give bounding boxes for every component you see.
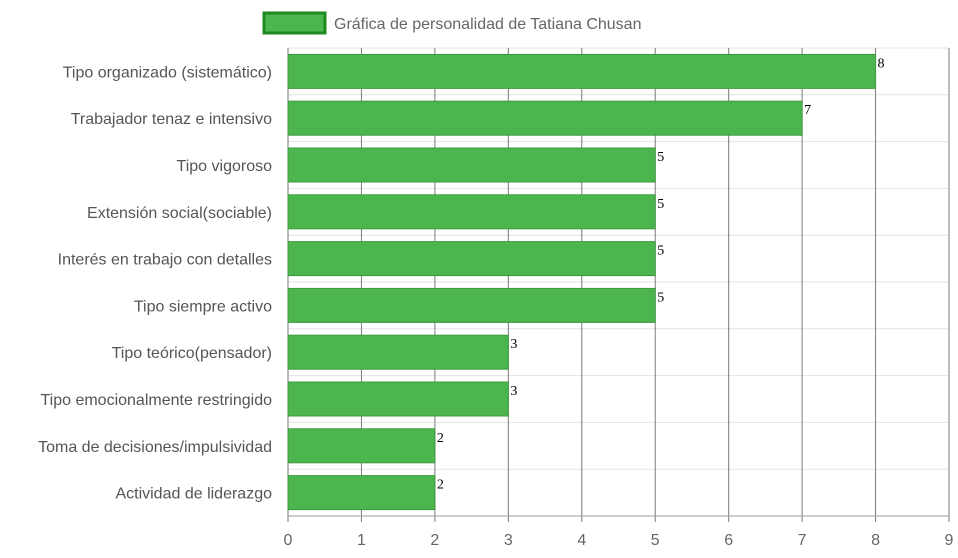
- category-label: Actividad de liderazgo: [115, 486, 272, 503]
- data-label: 3: [510, 337, 517, 352]
- data-label: 3: [510, 384, 517, 399]
- x-tick-label: 9: [945, 532, 954, 549]
- value-axis: 0 1 2 3 4 5 6 7 8 9: [284, 532, 954, 549]
- bar[interactable]: [287, 53, 877, 89]
- bar[interactable]: [287, 100, 803, 136]
- bar[interactable]: [287, 287, 656, 323]
- bar[interactable]: [287, 334, 509, 370]
- legend[interactable]: Gráfica de personalidad de Tatiana Chusa…: [262, 11, 641, 35]
- x-tick-label: 6: [724, 532, 733, 549]
- category-label: Tipo teórico(pensador): [112, 345, 272, 362]
- bars: [287, 53, 877, 511]
- category-label: Trabajador tenaz e intensivo: [71, 111, 272, 128]
- bar[interactable]: [287, 381, 509, 417]
- x-tick-label: 3: [504, 532, 513, 549]
- category-label: Tipo siempre activo: [134, 298, 272, 315]
- category-label: Extensión social(sociable): [87, 205, 272, 222]
- x-tick-label: 0: [284, 532, 293, 549]
- bar[interactable]: [287, 147, 656, 183]
- x-tick-label: 1: [357, 532, 366, 549]
- data-label: 8: [878, 56, 885, 71]
- bar[interactable]: [287, 428, 436, 464]
- data-label: 5: [657, 290, 664, 305]
- data-label: 5: [657, 197, 664, 212]
- x-tick-label: 7: [798, 532, 807, 549]
- x-tick-label: 5: [651, 532, 660, 549]
- legend-swatch[interactable]: [262, 11, 327, 35]
- bar[interactable]: [287, 241, 656, 277]
- data-label: 2: [437, 478, 444, 493]
- category-label: Tipo organizado (sistemático): [63, 64, 272, 81]
- category-label: Interés en trabajo con detalles: [58, 252, 272, 269]
- category-label: Tipo emocionalmente restringido: [40, 392, 272, 409]
- category-axis: Tipo organizado (sistemático) Trabajador …: [38, 64, 272, 502]
- data-label: 7: [804, 103, 811, 118]
- x-tick-label: 8: [871, 532, 880, 549]
- x-tick-label: 2: [430, 532, 439, 549]
- data-label: 2: [437, 431, 444, 446]
- x-tick-label: 4: [577, 532, 586, 549]
- category-label: Tipo vigoroso: [177, 158, 273, 175]
- legend-label[interactable]: Gráfica de personalidad de Tatiana Chusa…: [334, 16, 641, 33]
- bar[interactable]: [287, 475, 436, 511]
- bar[interactable]: [287, 194, 656, 230]
- data-labels: 8 7 5 5 5 5 3 3 2 2: [437, 56, 885, 492]
- data-label: 5: [657, 150, 664, 165]
- category-label: Toma de decisiones/impulsividad: [38, 439, 272, 456]
- data-label: 5: [657, 244, 664, 259]
